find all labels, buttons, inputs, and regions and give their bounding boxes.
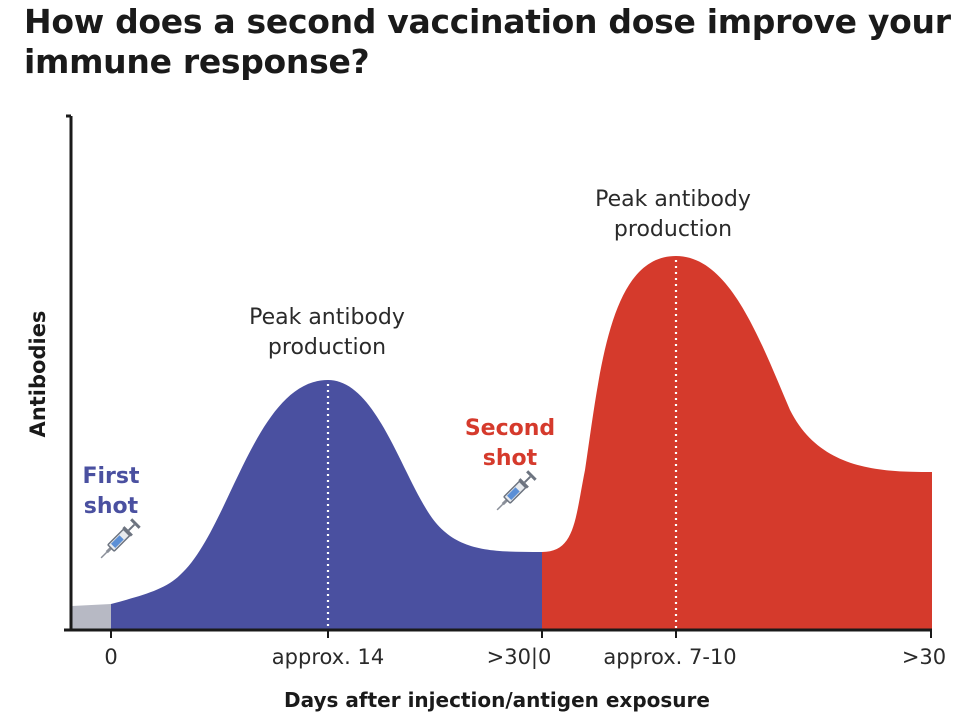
baseline-area [72, 604, 111, 630]
y-axis-label: Antibodies [26, 311, 50, 438]
peak1-label-line2: production [268, 335, 386, 360]
x-ticks [110, 630, 932, 638]
second-shot-label-line2: shot [483, 446, 538, 471]
first-shot-label-line2: shot [84, 494, 139, 519]
x-axis-label: Days after injection/antigen exposure [284, 688, 710, 712]
peak1-label-line1: Peak antibody [249, 305, 405, 330]
second-response-area [542, 256, 932, 630]
peak2-label-line2: production [614, 217, 732, 242]
first-response-area [111, 380, 542, 630]
x-tick-label: approx. 14 [272, 645, 384, 669]
syringe-icon [496, 470, 537, 511]
x-tick-label: approx. 7-10 [603, 645, 736, 669]
x-tick-label: >30|0 [487, 645, 552, 670]
first-shot-label-line1: First [82, 464, 140, 489]
second-shot-label-line1: Second [465, 416, 555, 441]
peak2-label-line1: Peak antibody [595, 187, 751, 212]
x-tick-label: 0 [104, 645, 117, 669]
page-title: How does a second vaccination dose impro… [24, 2, 951, 81]
x-tick-label: >30 [902, 645, 946, 669]
syringe-icon [100, 518, 141, 559]
